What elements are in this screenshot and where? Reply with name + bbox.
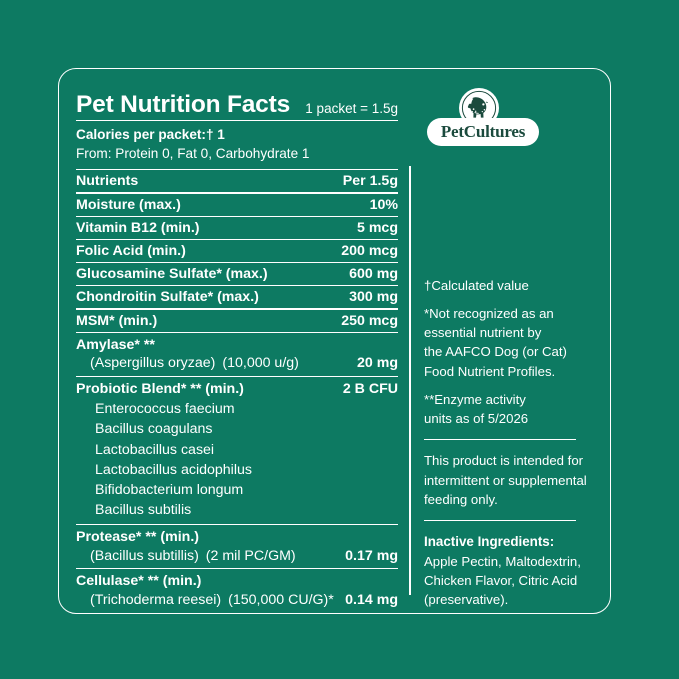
amylase-label: Amylase* ** xyxy=(76,336,155,353)
inactive-ingredients: Inactive Ingredients: Apple Pectin, Malt… xyxy=(424,532,600,609)
nutrient-label: Vitamin B12 (min.) xyxy=(76,219,200,236)
nutrient-label: Chondroitin Sulfate* (max.) xyxy=(76,289,259,306)
protease-activity: (2 mil PC/GM) xyxy=(205,547,296,564)
divider xyxy=(76,375,398,377)
footnotes-panel: †Calculated value *Not recognized as an … xyxy=(424,276,600,609)
table-row: MSM* (min.) 250 mcg xyxy=(76,310,398,332)
divider xyxy=(76,238,398,240)
divider xyxy=(76,308,398,310)
nutrients-header: Nutrients xyxy=(76,173,139,190)
table-header-row: Nutrients Per 1.5g xyxy=(76,170,398,192)
inactive-ingredients-line2: Chicken Flavor, Citric Acid xyxy=(424,572,578,588)
probiotic-label: Probiotic Blend* ** (min.) xyxy=(76,380,244,397)
nutrient-value: 10% xyxy=(369,196,398,213)
nutrient-label: Folic Acid (min.) xyxy=(76,242,186,259)
divider xyxy=(76,215,398,217)
divider xyxy=(76,331,398,333)
divider xyxy=(76,119,398,122)
list-item: Lactobacillus acidophilus xyxy=(95,461,252,478)
calories-block: Calories per packet:† 1 From: Protein 0,… xyxy=(76,121,398,169)
nutrient-label: Glucosamine Sulfate* (max.) xyxy=(76,266,268,283)
label-frame xyxy=(58,68,611,614)
nutrient-value: 5 mcg xyxy=(356,219,398,236)
table-row: Vitamin B12 (min.) 5 mcg xyxy=(76,217,398,239)
nutrient-value: 300 mg xyxy=(349,289,398,306)
table-row: Moisture (max.) 10% xyxy=(76,194,398,216)
footnote-not-recognized-line2: essential nutrient by xyxy=(424,325,542,341)
nutrient-label: MSM* (min.) xyxy=(76,312,158,329)
nutrition-panel: Pet Nutrition Facts 1 packet = 1.5g Calo… xyxy=(76,92,398,612)
divider xyxy=(76,568,398,570)
footnote-not-recognized-line1: *Not recognized as an xyxy=(424,306,554,322)
divider xyxy=(424,519,576,522)
inactive-ingredients-title: Inactive Ingredients: xyxy=(424,534,555,550)
protease-value: 0.17 mg xyxy=(345,547,398,564)
nutrient-value: 600 mg xyxy=(349,266,398,283)
divider xyxy=(424,438,576,441)
footnote-enzyme-line2: units as of 5/2026 xyxy=(424,410,529,426)
amount-header: Per 1.5g xyxy=(342,173,398,190)
nutrient-label: Moisture (max.) xyxy=(76,196,181,213)
list-item: Lactobacillus casei xyxy=(95,441,215,458)
divider xyxy=(76,168,398,171)
divider xyxy=(76,285,398,287)
amylase-activity: (10,000 u/g) xyxy=(222,355,299,372)
nutrient-value: 200 mcg xyxy=(341,242,398,259)
list-item: Bacillus coagulans xyxy=(95,421,213,438)
feeding-statement: This product is intended for intermitten… xyxy=(424,451,600,508)
probiotic-species-list: Enterococcus faecium Bacillus coagulans … xyxy=(76,398,398,520)
brand-pill: PetCultures xyxy=(427,118,539,146)
divider xyxy=(76,192,398,194)
table-row: Glucosamine Sulfate* (max.) 600 mg xyxy=(76,263,398,285)
feeding-line3: feeding only. xyxy=(424,491,498,507)
protease-label: Protease* ** (min.) xyxy=(76,529,199,546)
list-item: Bacillus subtilis xyxy=(95,502,192,519)
brand-name: PetCultures xyxy=(440,122,526,141)
cellulase-row: Cellulase* ** (min.) (Trichoderma reesei… xyxy=(76,569,398,612)
protease-organism: (Bacillus subtillis) xyxy=(90,547,199,564)
table-row: Chondroitin Sulfate* (max.) 300 mg xyxy=(76,286,398,308)
inactive-ingredients-line1: Apple Pectin, Maltodextrin, xyxy=(424,553,581,569)
list-item: Enterococcus faecium xyxy=(95,401,235,418)
nutrient-value: 250 mcg xyxy=(341,312,398,329)
cellulase-detail: (Trichoderma reesei) (150,000 CU/G)* 0.1… xyxy=(76,591,398,609)
divider xyxy=(76,524,398,526)
divider xyxy=(76,261,398,264)
probiotic-blend-row: Probiotic Blend* ** (min.) 2 B CFU Enter… xyxy=(76,377,398,524)
amylase-detail: (Aspergillus oryzae) (10,000 u/g) 20 mg xyxy=(76,354,398,372)
amylase-row: Amylase* ** (Aspergillus oryzae) (10,000… xyxy=(76,333,398,376)
spacer xyxy=(424,295,600,304)
cellulase-value: 0.14 mg xyxy=(345,591,398,608)
column-divider xyxy=(409,166,411,595)
amylase-organism: (Aspergillus oryzae) xyxy=(90,355,216,372)
table-row: Folic Acid (min.) 200 mcg xyxy=(76,240,398,262)
protease-detail: (Bacillus subtillis) (2 mil PC/GM) 0.17 … xyxy=(76,547,398,565)
brand-logo: PetCultures xyxy=(427,88,539,150)
cellulase-activity: (150,000 CU/G)* xyxy=(228,591,334,608)
list-item: Bifidobacterium longum xyxy=(95,481,244,498)
calories-breakdown: From: Protein 0, Fat 0, Carbohydrate 1 xyxy=(76,146,310,162)
footnote-group: †Calculated value *Not recognized as an … xyxy=(424,276,600,428)
footnote-not-recognized-line4: Food Nutrient Profiles. xyxy=(424,363,556,379)
cellulase-label: Cellulase* ** (min.) xyxy=(76,573,202,590)
probiotic-value: 2 B CFU xyxy=(342,380,398,397)
page-title: Pet Nutrition Facts xyxy=(76,91,290,118)
protease-row: Protease* ** (min.) (Bacillus subtillis)… xyxy=(76,525,398,568)
calories-per-packet: Calories per packet:† 1 xyxy=(76,127,225,143)
inactive-ingredients-line3: (preservative). xyxy=(424,591,509,607)
feeding-line1: This product is intended for xyxy=(424,453,584,469)
footnote-calculated: †Calculated value xyxy=(424,278,529,293)
serving-size: 1 packet = 1.5g xyxy=(305,100,398,116)
cellulase-organism: (Trichoderma reesei) xyxy=(90,591,222,608)
probiotic-header: Probiotic Blend* ** (min.) 2 B CFU xyxy=(76,380,398,398)
title-row: Pet Nutrition Facts 1 packet = 1.5g xyxy=(76,92,398,120)
footnote-enzyme-line1: **Enzyme activity xyxy=(424,391,526,407)
spacer xyxy=(424,381,600,390)
amylase-value: 20 mg xyxy=(356,355,398,372)
footnote-not-recognized-line3: the AAFCO Dog (or Cat) xyxy=(424,344,567,360)
feeding-line2: intermittent or supplemental xyxy=(424,472,587,488)
